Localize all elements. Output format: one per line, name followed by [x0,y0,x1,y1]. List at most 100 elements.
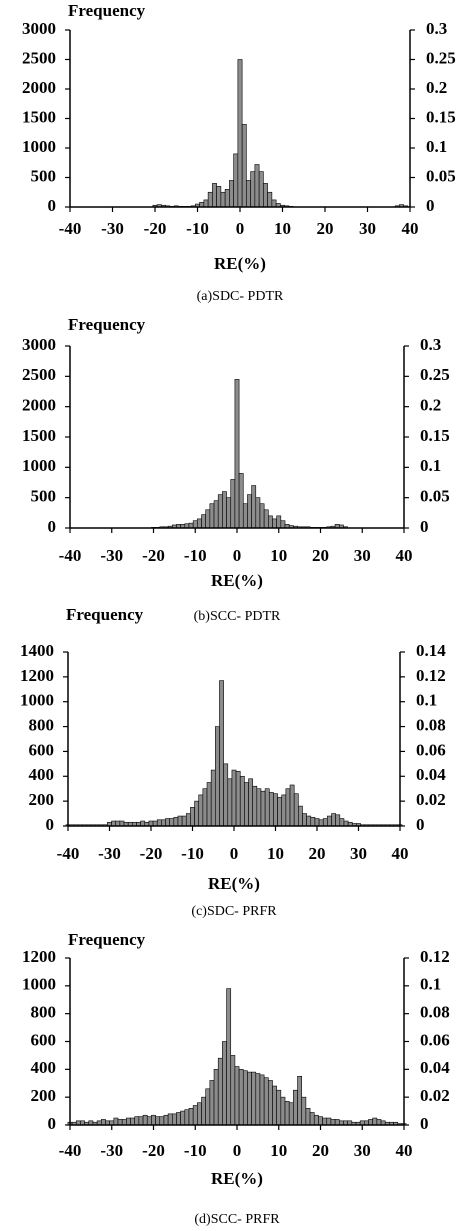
bar [165,818,170,827]
y2-tick-label: 0.08 [420,1003,450,1022]
y-tick-label: 1200 [20,666,54,685]
y-tick-label: 600 [29,740,55,759]
bar [310,816,316,827]
bar [198,794,204,827]
y2-tick-label: 0.08 [416,715,446,734]
bar [263,509,269,529]
bar [226,497,232,529]
bar [205,1088,211,1126]
bar [201,514,206,529]
bar [255,497,261,529]
bar [335,814,341,827]
y-tick-label: 800 [29,715,55,734]
bar [368,1119,373,1126]
y-tick-label: 1500 [22,426,56,445]
x-tick-label: -20 [142,1141,165,1160]
bar [277,797,283,827]
y2-tick-label: 0.06 [420,1030,450,1049]
y-axis-title: Frequency [66,605,144,624]
bar [155,1116,161,1126]
bar [184,1109,190,1126]
x-tick-label: -20 [142,546,165,565]
bar [130,1117,136,1126]
caption: (c)SDC- PRFR [191,904,277,919]
bar [229,180,234,208]
y2-tick-label: 0.15 [426,107,456,126]
x-tick-label: 30 [354,546,371,565]
bar [177,815,183,827]
bar [251,485,257,529]
bar [334,1119,340,1126]
bar [255,1073,261,1126]
x-tick-label: -20 [144,219,167,238]
bar [101,1119,106,1126]
bar [280,1096,286,1126]
y-tick-label: 0 [48,196,57,215]
bar [210,769,216,827]
bar [126,1117,131,1126]
bar [246,180,251,208]
y-tick-label: 2500 [22,365,56,384]
y-tick-label: 200 [29,790,55,809]
bar [201,1096,206,1126]
y-tick-label: 0 [48,517,57,536]
bar [284,1101,290,1126]
x-tick-label: 40 [392,844,409,863]
bar [272,518,277,529]
x-tick-label: 10 [270,546,287,565]
bar [281,794,287,827]
bar [207,191,213,208]
bar [173,816,179,827]
bar [268,1080,273,1126]
bar [259,503,265,529]
caption: (d)SCC- PRFR [194,1212,280,1227]
bar [314,818,320,827]
bar [181,815,187,827]
bar [226,988,232,1126]
bar [254,164,260,208]
bar [326,1117,332,1126]
bar [258,171,264,208]
bar [280,520,286,529]
bar [219,680,224,827]
bar [247,494,252,529]
y2-tick-label: 0.15 [420,426,450,445]
x-tick-label: 0 [233,546,242,565]
y2-tick-label: 0.02 [416,790,446,809]
bar [206,782,212,827]
bar [159,1116,165,1126]
x-tick-label: 10 [267,844,284,863]
bar [276,1089,282,1126]
y-tick-label: 0 [48,1114,57,1133]
x-tick-label: 0 [236,219,245,238]
bar [222,491,227,529]
y2-tick-label: 0.1 [420,975,441,994]
x-tick-label: 40 [402,219,419,238]
bar [216,186,222,208]
bar [185,813,191,827]
bar [215,726,220,827]
y-tick-label: 1200 [22,947,56,966]
bar [142,1114,148,1126]
y2-tick-label: 0.04 [420,1058,450,1077]
bar [288,1102,294,1126]
bar [234,379,240,529]
y-tick-label: 1400 [20,641,54,660]
y-tick-label: 1500 [22,107,56,126]
bar [113,1117,119,1126]
x-tick-label: -30 [100,546,123,565]
bar [190,807,195,827]
y-tick-label: 1000 [22,456,56,475]
bar [161,819,166,827]
y-axis-title: Frequency [68,930,146,949]
y2-tick-label: 0 [420,1114,429,1133]
bar [220,191,226,208]
bar [339,818,345,827]
bar [256,788,262,827]
y2-tick-label: 0.04 [416,765,446,784]
x-tick-label: 10 [274,219,291,238]
bar [239,775,245,827]
x-tick-label: -40 [59,546,82,565]
y2-tick-label: 0.2 [426,78,447,97]
bar [271,199,277,208]
